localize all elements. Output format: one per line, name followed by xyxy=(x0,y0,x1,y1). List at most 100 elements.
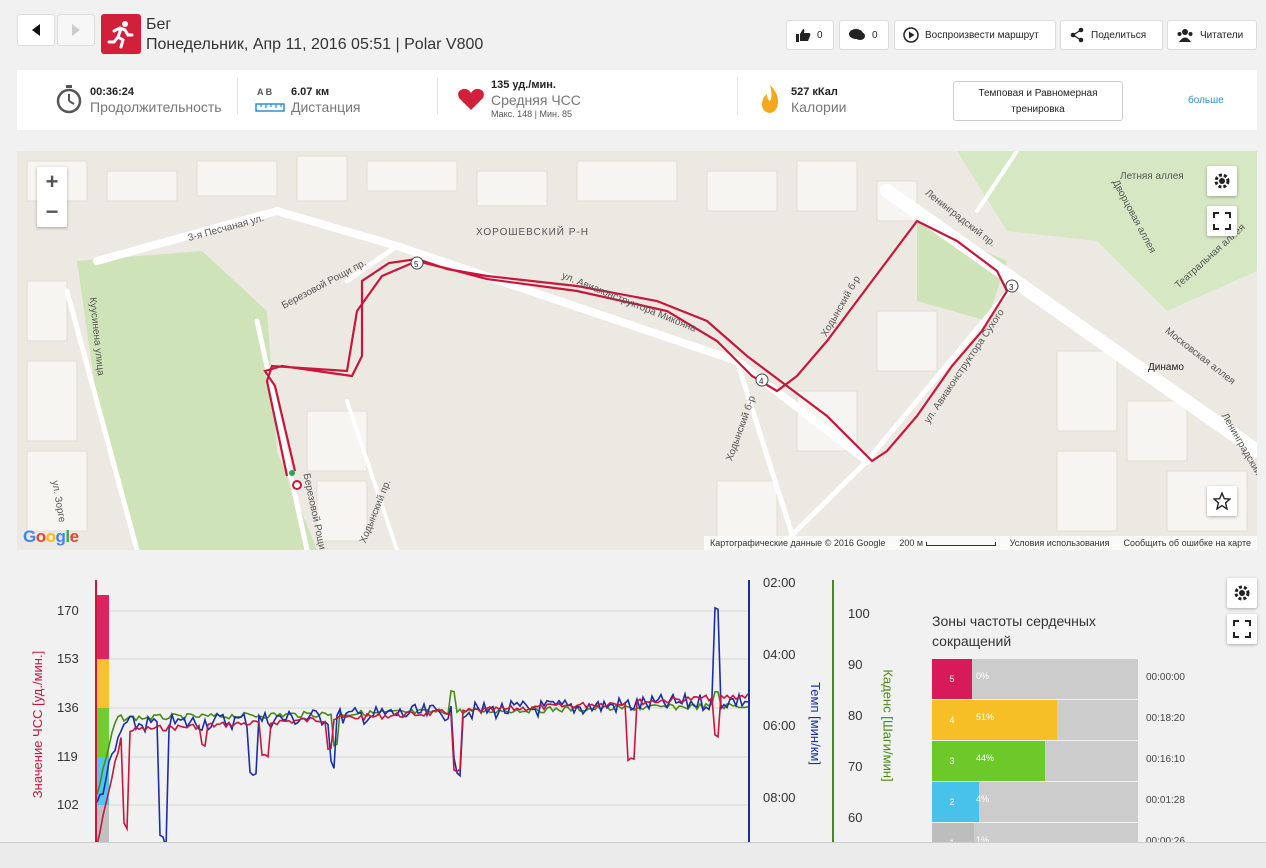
hr-zone-percent: 1% xyxy=(976,835,990,845)
fullscreen-icon xyxy=(1233,620,1251,638)
chart-settings-button[interactable] xyxy=(1227,578,1257,608)
stopwatch-icon xyxy=(56,85,82,114)
share-label: Поделиться xyxy=(1091,29,1147,41)
hr-pace-cadence-chart[interactable]: 170 153 136 119 102 02:00 04:00 06:00 08:00 100 90… xyxy=(17,575,917,845)
map-report-link[interactable]: Сообщить об ошибке на карте xyxy=(1123,538,1251,548)
pace-tick-label: 04:00 xyxy=(763,647,796,662)
forward-button[interactable] xyxy=(57,14,95,46)
route-map[interactable]: 5 4 3 ХОРОШЕВСКИЙ Р-Н 3-я Песчаная ул. у… xyxy=(17,151,1257,550)
hr-zone-percent: 51% xyxy=(976,712,995,722)
hr-zone-time: 00:01:28 xyxy=(1146,795,1185,806)
arrow-right-icon xyxy=(72,24,80,36)
pace-tick-label: 02:00 xyxy=(763,575,796,590)
activity-subtitle: Понедельник, Апр 11, 2016 05:51 | Polar … xyxy=(146,36,484,53)
distance-ab-label: A B xyxy=(257,87,273,97)
distance-value: 6.07 км xyxy=(291,86,330,98)
hr-zone-bar xyxy=(972,700,1057,740)
zoom-in-button[interactable]: + xyxy=(45,169,59,194)
map-favorite-button[interactable] xyxy=(1207,486,1237,516)
hr-zone-bar xyxy=(972,782,979,822)
chart-fullscreen-button[interactable] xyxy=(1227,614,1257,644)
map-scale: 200 м xyxy=(899,538,996,548)
hr-zones-title: Зоны частоты сердечных сокращений xyxy=(932,613,1096,649)
comment-icon xyxy=(849,29,865,40)
hr-tick-label: 170 xyxy=(57,603,79,618)
hr-zone-time: 00:16:10 xyxy=(1146,754,1185,765)
google-logo: Google xyxy=(23,527,79,546)
distance-label: Дистанция xyxy=(291,99,361,115)
pace-tick-label: 08:00 xyxy=(763,790,796,805)
hr-tick-label: 119 xyxy=(57,749,78,764)
ruler-icon xyxy=(255,103,285,112)
map-zoom-control: + − xyxy=(37,167,67,227)
training-type-button[interactable]: Темповая и Равномерная тренировка xyxy=(953,81,1123,121)
marker-3: 3 xyxy=(1009,283,1014,292)
calories-stat: 527 кКал Калории xyxy=(759,70,939,130)
hr-zone-time: 00:00:26 xyxy=(1146,836,1185,847)
hr-zone-time: 00:00:00 xyxy=(1146,672,1185,683)
map-settings-button[interactable] xyxy=(1207,166,1237,196)
flame-icon xyxy=(762,85,779,113)
map-label-street: Летняя аллея xyxy=(1120,171,1184,182)
share-button[interactable]: Поделиться xyxy=(1060,20,1163,50)
comment-count: 0 xyxy=(872,29,878,41)
cadence-tick-label: 60 xyxy=(848,810,862,825)
hr-tick-label: 136 xyxy=(57,700,79,715)
hr-tick-label: 153 xyxy=(57,651,79,666)
hr-zone-percent: 4% xyxy=(976,794,990,804)
hr-zone-number: 4 xyxy=(932,700,972,740)
marker-5: 5 xyxy=(414,260,419,269)
hr-zone-percent: 0% xyxy=(976,671,990,681)
gear-icon xyxy=(1214,173,1230,189)
distance-stat: A B 6.07 км Дистанция xyxy=(255,70,435,130)
followers-label: Читатели xyxy=(1200,29,1244,41)
hr-zone-number: 2 xyxy=(932,782,972,822)
cadence-tick-label: 80 xyxy=(848,708,862,723)
pace-axis-label: Темп [мин/км] xyxy=(807,682,823,765)
thumbs-up-icon xyxy=(796,29,811,42)
hr-series-line xyxy=(96,693,749,845)
map-tiles: 5 4 3 xyxy=(26,151,1257,550)
hr-minmax: Макс. 148 | Мин. 85 xyxy=(491,109,573,119)
hr-zone-row: 3 44% xyxy=(932,741,1138,781)
more-link[interactable]: больше xyxy=(1188,95,1224,106)
hr-axis-label: Значение ЧСС [уд./мин.] xyxy=(30,650,46,799)
map-fullscreen-button[interactable] xyxy=(1207,206,1237,236)
hr-zone-bar xyxy=(972,741,1046,781)
calories-value: 527 кКал xyxy=(791,86,838,98)
star-icon xyxy=(1213,492,1231,510)
bottom-bar xyxy=(0,842,1266,868)
heart-rate-stat: 135 уд./мин. Средняя ЧСС Макс. 148 | Мин… xyxy=(457,70,657,130)
replay-route-button[interactable]: Воспроизвести маршрут xyxy=(894,20,1056,50)
cadence-tick-label: 70 xyxy=(848,759,862,774)
like-button[interactable]: 0 xyxy=(786,20,834,50)
heart-icon xyxy=(458,88,484,110)
cadence-axis-label: Каденс [Шаги/мин] xyxy=(880,669,896,782)
map-label-district: ХОРОШЕВСКИЙ Р-Н xyxy=(476,227,589,238)
gear-icon xyxy=(1234,585,1250,601)
back-button[interactable] xyxy=(17,14,55,46)
fullscreen-icon xyxy=(1213,212,1231,230)
cadence-tick-label: 100 xyxy=(848,606,870,621)
map-label-metro: Динамо xyxy=(1148,362,1184,373)
map-copyright: Картографические данные © 2016 Google xyxy=(710,538,886,548)
activity-title: Бег xyxy=(146,16,172,33)
pace-tick-label: 06:00 xyxy=(763,718,796,733)
map-terms-link[interactable]: Условия использования xyxy=(1009,538,1110,548)
calories-label: Калории xyxy=(791,99,847,115)
replay-label: Воспроизвести маршрут xyxy=(925,29,1039,41)
pace-series-line xyxy=(96,606,749,845)
route-markers xyxy=(289,256,1019,490)
hr-zone-row: 2 4% xyxy=(932,782,1138,822)
running-icon xyxy=(101,14,141,54)
followers-button[interactable]: Читатели xyxy=(1167,20,1257,50)
hr-zone-number: 3 xyxy=(932,741,972,781)
hr-zone-percent: 44% xyxy=(976,753,995,763)
zoom-out-button[interactable]: − xyxy=(45,199,59,224)
arrow-left-icon xyxy=(32,24,40,36)
map-footer: Картографические данные © 2016 Google 20… xyxy=(704,536,1257,550)
hr-tick-label: 102 xyxy=(57,797,79,812)
comment-button[interactable]: 0 xyxy=(839,20,889,50)
users-icon xyxy=(1177,29,1193,42)
hr-label: Средняя ЧСС xyxy=(491,92,581,108)
